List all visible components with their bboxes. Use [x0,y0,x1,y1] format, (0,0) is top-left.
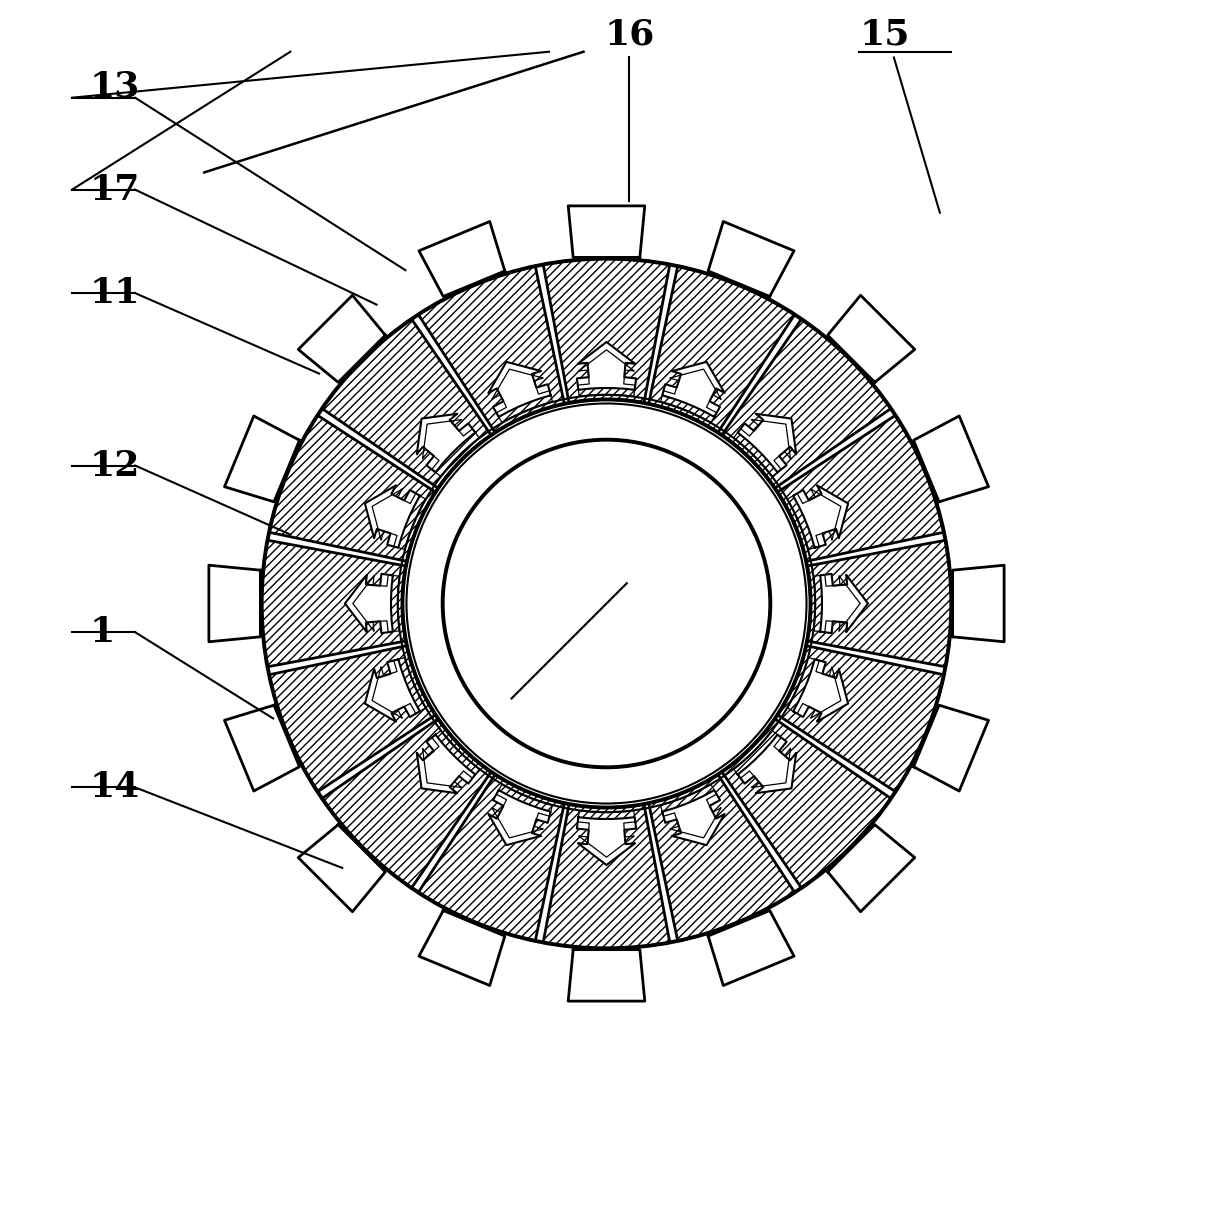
Polygon shape [418,222,505,297]
Polygon shape [417,414,475,472]
Wedge shape [778,415,944,561]
Polygon shape [708,910,795,985]
Polygon shape [793,659,848,722]
Circle shape [443,439,770,768]
Polygon shape [827,824,915,911]
Polygon shape [913,416,989,502]
Polygon shape [577,342,636,390]
Text: 11: 11 [90,276,139,310]
Polygon shape [489,791,551,845]
Wedge shape [262,541,406,666]
Polygon shape [298,824,386,911]
Wedge shape [722,319,892,488]
Text: 14: 14 [90,770,139,804]
Wedge shape [722,719,892,888]
Text: 12: 12 [90,449,139,483]
Polygon shape [365,659,420,722]
Wedge shape [649,266,795,432]
Polygon shape [344,573,393,634]
Polygon shape [827,296,915,383]
Wedge shape [649,775,795,941]
Polygon shape [793,485,848,548]
Polygon shape [298,296,386,383]
Polygon shape [913,705,989,791]
Text: 1: 1 [90,616,114,649]
Wedge shape [807,541,951,666]
Wedge shape [778,646,944,792]
Polygon shape [820,573,869,634]
Polygon shape [708,222,795,297]
Polygon shape [418,910,505,985]
Wedge shape [321,719,491,888]
Polygon shape [417,735,475,793]
Polygon shape [662,791,724,845]
Polygon shape [209,565,261,642]
Circle shape [176,173,1037,1034]
Polygon shape [577,817,636,865]
Polygon shape [568,206,645,257]
Text: 17: 17 [90,173,139,206]
Polygon shape [738,414,796,472]
Polygon shape [662,362,724,416]
Wedge shape [269,415,435,561]
Wedge shape [418,266,564,432]
Polygon shape [365,485,420,548]
Polygon shape [738,735,796,793]
Polygon shape [224,705,300,791]
Wedge shape [418,775,564,941]
Polygon shape [224,416,300,502]
Wedge shape [543,258,670,403]
Wedge shape [543,804,670,949]
Text: 13: 13 [90,69,139,104]
Wedge shape [321,319,491,488]
Wedge shape [269,646,435,792]
Polygon shape [489,362,551,416]
Polygon shape [952,565,1004,642]
Text: 15: 15 [859,18,910,52]
Polygon shape [568,950,645,1001]
Text: 16: 16 [604,18,655,52]
